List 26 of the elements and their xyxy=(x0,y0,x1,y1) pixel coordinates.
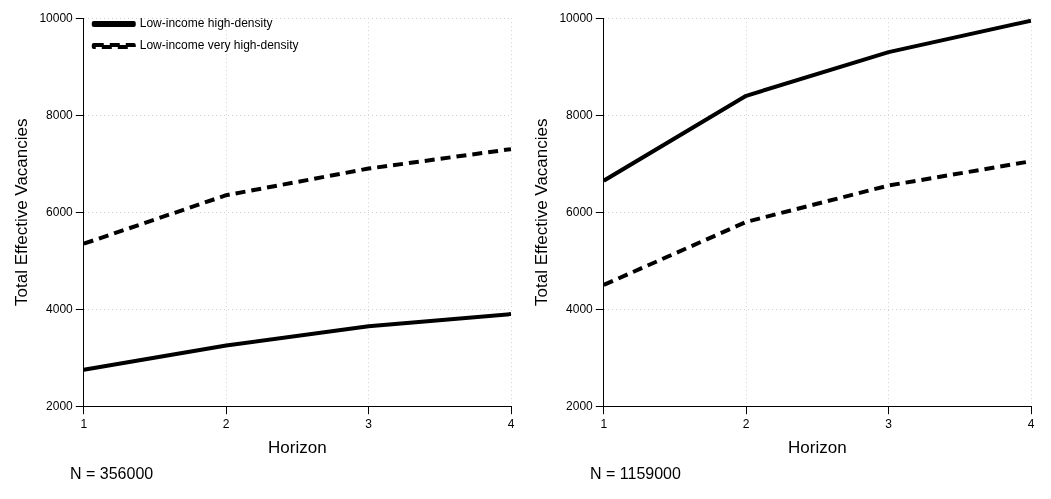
x-axis-title: Horizon xyxy=(268,438,327,458)
x-tick-label: 4 xyxy=(507,416,515,431)
x-tick-label: 2 xyxy=(742,416,750,431)
x-tick-label: 1 xyxy=(600,416,608,431)
y-axis-title: Total Effective Vacancies xyxy=(11,118,31,306)
y-tick-label: 8000 xyxy=(46,107,74,122)
y-tick-label: 2000 xyxy=(566,398,594,413)
y-tick-label: 6000 xyxy=(566,204,594,219)
y-tick-label: 8000 xyxy=(566,107,594,122)
x-axis-title: Horizon xyxy=(788,438,847,458)
y-tick-label: 10000 xyxy=(559,10,594,25)
x-tick-label: 1 xyxy=(80,416,88,431)
x-tick-label: 4 xyxy=(1027,416,1035,431)
y-tick-label: 2000 xyxy=(46,398,74,413)
text: N = 1159000 xyxy=(590,465,682,483)
text: N = 356000 xyxy=(70,465,155,483)
y-tick-label: 10000 xyxy=(39,10,74,25)
x-tick-label: 3 xyxy=(365,416,373,431)
y-axis-title: Total Effective Vacancies xyxy=(531,118,551,306)
legend-label: Low-income very high-density xyxy=(139,38,299,53)
x-tick-label: 3 xyxy=(885,416,893,431)
y-tick-label: 6000 xyxy=(46,204,74,219)
y-tick-label: 4000 xyxy=(46,301,74,316)
legend-label: Low-income high-density xyxy=(139,16,273,31)
x-tick-label: 2 xyxy=(222,416,230,431)
y-tick-label: 4000 xyxy=(566,301,594,316)
